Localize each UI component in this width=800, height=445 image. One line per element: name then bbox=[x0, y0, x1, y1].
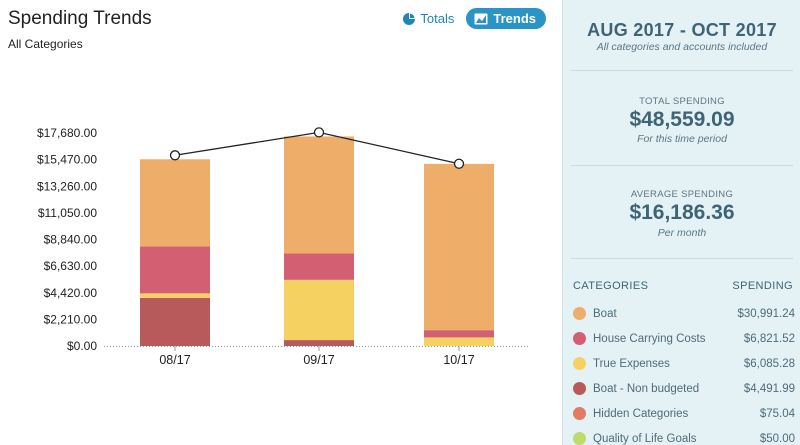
average-spending-value: $16,186.36 bbox=[629, 201, 735, 224]
y-tick-label: $6,630.00 bbox=[44, 259, 98, 273]
category-color-dot bbox=[573, 357, 586, 370]
average-spending-note: Per month bbox=[657, 227, 707, 239]
y-tick-label: $17,680.00 bbox=[37, 126, 97, 140]
total-point[interactable] bbox=[169, 150, 181, 161]
y-tick-label: $4,420.00 bbox=[44, 286, 98, 300]
average-spending-label: AVERAGE SPENDING bbox=[630, 189, 734, 200]
total-point[interactable] bbox=[453, 158, 465, 169]
category-color-dot bbox=[573, 307, 586, 320]
y-tick-label: $15,470.00 bbox=[37, 153, 97, 167]
bar-segment-boat-non-budgeted[interactable] bbox=[140, 297, 210, 346]
categories-table-header: CATEGORIES SPENDING bbox=[573, 280, 793, 292]
totals-toggle-label: Totals bbox=[420, 11, 455, 26]
bar-segment-boat-non-budgeted[interactable] bbox=[284, 340, 354, 346]
category-name: House Carrying Costs bbox=[593, 332, 706, 345]
divider bbox=[571, 258, 793, 259]
x-tick-label: 09/17 bbox=[303, 353, 334, 367]
pie-chart-icon bbox=[403, 12, 416, 25]
category-filter-label[interactable]: All Categories bbox=[8, 37, 83, 51]
divider bbox=[571, 165, 793, 166]
category-color-dot bbox=[573, 332, 586, 345]
category-amount: $50.00 bbox=[759, 432, 795, 445]
category-amount: $30,991.24 bbox=[737, 307, 795, 320]
category-amount: $4,491.99 bbox=[743, 382, 795, 395]
page-title: Spending Trends bbox=[8, 8, 152, 29]
date-range: AUG 2017 - OCT 2017 bbox=[587, 20, 777, 40]
category-name: Boat bbox=[593, 307, 617, 320]
bar-segment-true-expenses[interactable] bbox=[284, 279, 354, 341]
category-row[interactable]: House Carrying Costs $6,821.52 bbox=[573, 326, 795, 351]
y-tick-label: $13,260.00 bbox=[37, 179, 97, 193]
category-amount: $6,085.28 bbox=[743, 357, 795, 370]
trends-toggle-label: Trends bbox=[493, 11, 536, 26]
total-spending-value: $48,559.09 bbox=[629, 108, 735, 131]
x-tick-label: 08/17 bbox=[159, 353, 190, 367]
category-name: Hidden Categories bbox=[593, 407, 689, 420]
category-name: Boat - Non budgeted bbox=[593, 382, 700, 395]
bar-segment-house-carrying-costs[interactable] bbox=[284, 253, 354, 280]
category-name: Quality of Life Goals bbox=[593, 432, 697, 445]
category-color-dot bbox=[573, 382, 586, 395]
chart-panel: Spending Trends All Categories Totals Tr… bbox=[8, 8, 546, 367]
categories-column-header: CATEGORIES bbox=[573, 280, 649, 292]
view-toggle: Totals Trends bbox=[402, 8, 546, 29]
divider bbox=[571, 70, 793, 71]
category-color-dot bbox=[573, 432, 586, 445]
y-tick-label: $0.00 bbox=[67, 339, 97, 353]
date-range-note: All categories and accounts included bbox=[596, 41, 768, 53]
total-point[interactable] bbox=[313, 127, 325, 138]
totals-toggle-button[interactable]: Totals bbox=[402, 11, 454, 26]
category-row[interactable]: Boat $30,991.24 bbox=[573, 301, 795, 326]
category-amount: $6,821.52 bbox=[743, 332, 795, 345]
bar-segment-boat[interactable] bbox=[284, 136, 354, 254]
category-row[interactable]: Quality of Life Goals $50.00 bbox=[573, 426, 795, 445]
trends-toggle-button[interactable]: Trends bbox=[466, 8, 546, 29]
spending-column-header: SPENDING bbox=[732, 280, 793, 292]
total-spending-label: TOTAL SPENDING bbox=[639, 96, 725, 107]
bar-segment-boat[interactable] bbox=[424, 163, 494, 331]
category-row[interactable]: Hidden Categories $75.04 bbox=[573, 401, 795, 426]
y-tick-label: $8,840.00 bbox=[44, 233, 98, 247]
bar-segment-true-expenses[interactable] bbox=[140, 293, 210, 298]
bar-segment-house-carrying-costs[interactable] bbox=[424, 330, 494, 338]
y-tick-label: $2,210.00 bbox=[44, 312, 98, 326]
trend-chart-icon bbox=[474, 13, 488, 24]
category-row[interactable]: Boat - Non budgeted $4,491.99 bbox=[573, 376, 795, 401]
category-name: True Expenses bbox=[593, 357, 670, 370]
category-color-dot bbox=[573, 407, 586, 420]
category-row[interactable]: True Expenses $6,085.28 bbox=[573, 351, 795, 376]
total-spending-note: For this time period bbox=[637, 133, 727, 145]
x-tick-label: 10/17 bbox=[443, 353, 474, 367]
bar-segment-true-expenses[interactable] bbox=[424, 337, 494, 346]
y-tick-label: $11,050.00 bbox=[38, 206, 97, 220]
bar-segment-house-carrying-costs[interactable] bbox=[140, 246, 210, 294]
spending-trends-chart: $0.00 $2,210.00 $4,420.00 $6,630.00 $8,840.0… bbox=[37, 126, 528, 367]
categories-list: Boat $30,991.24 House Carrying Costs $6,821… bbox=[573, 301, 795, 445]
category-amount: $75.04 bbox=[759, 407, 795, 420]
summary-sidebar: AUG 2017 - OCT 2017 All categories and a… bbox=[562, 0, 800, 445]
bar-segment-boat[interactable] bbox=[140, 159, 210, 247]
